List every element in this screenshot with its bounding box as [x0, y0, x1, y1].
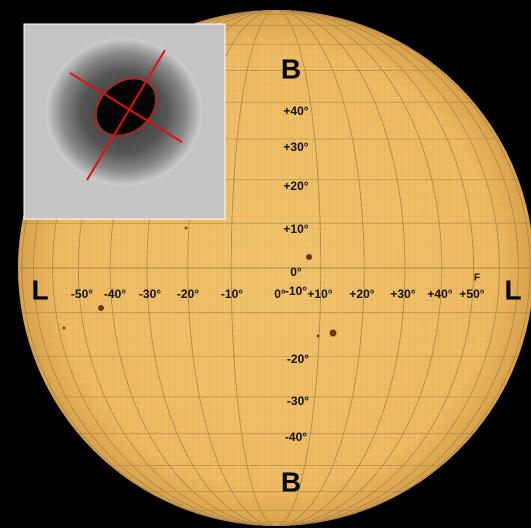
latitude-label: 0°: [290, 265, 302, 279]
latitude-label: +40°: [283, 104, 308, 118]
longitude-label: +10°: [307, 287, 332, 301]
west-label: L: [504, 274, 521, 305]
longitude-label: -50°: [71, 287, 93, 301]
sunspot: [98, 305, 104, 311]
latitude-label: +30°: [283, 140, 308, 154]
longitude-label: +40°: [427, 287, 452, 301]
latitude-label: -40°: [285, 430, 307, 444]
east-label: L: [31, 274, 48, 305]
longitude-label: -20°: [177, 287, 199, 301]
longitude-label: -40°: [104, 287, 126, 301]
latitude-label: +10°: [283, 222, 308, 236]
sunspot: [317, 335, 320, 338]
sunspot: [330, 330, 337, 337]
sunspot: [185, 227, 188, 230]
marker-label: F: [474, 273, 480, 284]
north-label: B: [281, 53, 301, 84]
longitude-label: +30°: [390, 287, 415, 301]
latitude-label: -20°: [287, 352, 309, 366]
inset-sunspot: [24, 24, 225, 219]
latitude-label: -10°: [285, 284, 307, 298]
sunspot: [63, 327, 66, 330]
longitude-label: +20°: [349, 287, 374, 301]
longitude-label: +50°: [459, 287, 484, 301]
sunspot: [306, 254, 312, 260]
longitude-label: 0°: [274, 287, 286, 301]
solar-disk-figure: B B L L F +40°+30°+20°+10°0°-10°-20°-30°…: [0, 0, 531, 528]
latitude-label: +20°: [283, 179, 308, 193]
longitude-label: -10°: [221, 287, 243, 301]
page: {"labels": {"north": "B", "south": "B", …: [0, 0, 531, 528]
latitude-label: -30°: [287, 394, 309, 408]
longitude-label: -30°: [139, 287, 161, 301]
south-label: B: [281, 466, 301, 497]
